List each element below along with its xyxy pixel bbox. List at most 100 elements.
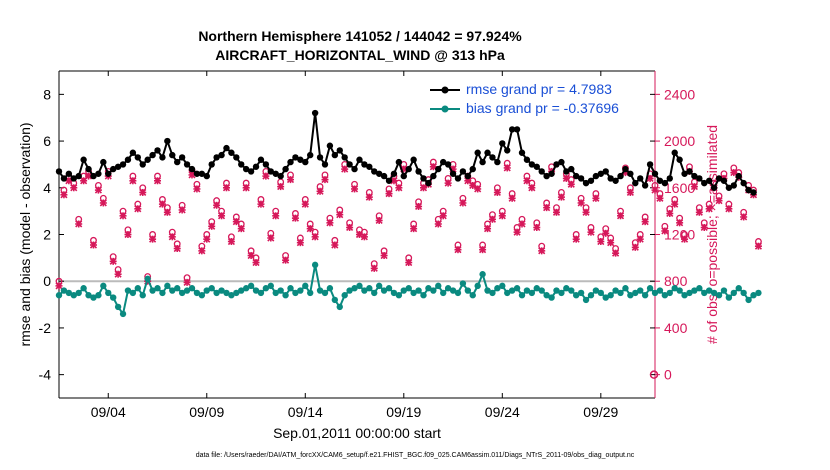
obs-assimilated-point	[213, 201, 221, 209]
y-left-tick-label: 2	[43, 227, 51, 243]
rmse-point	[302, 158, 309, 166]
bias-point	[513, 285, 521, 292]
obs-assimilated-point	[616, 212, 625, 220]
rmse-point	[233, 154, 240, 161]
bias-point	[582, 296, 590, 304]
obs-assimilated-point	[94, 186, 102, 194]
bias-point	[548, 294, 555, 301]
obs-assimilated-point	[390, 177, 398, 185]
obs-assimilated-point	[680, 235, 689, 243]
bias-point	[85, 292, 92, 299]
obs-assimilated-point	[483, 225, 492, 233]
bias-point	[651, 289, 659, 297]
rmse-point	[109, 165, 117, 173]
bias-point	[666, 289, 673, 297]
chart-legend: rmse grand pr = 4.7983 bias grand pr = -…	[426, 80, 644, 120]
obs-assimilated-point	[208, 222, 216, 230]
bias-point	[523, 287, 531, 294]
rmse-point	[420, 175, 427, 182]
obs-assimilated-point	[488, 215, 497, 223]
obs-assimilated-point	[444, 179, 452, 187]
obs-assimilated-point	[631, 243, 639, 251]
rmse-point	[80, 156, 87, 163]
bias-point	[385, 285, 393, 292]
bias-point	[400, 287, 407, 294]
bias-point	[90, 294, 97, 301]
obs-assimilated-point	[247, 251, 255, 260]
rmse-point	[213, 154, 220, 161]
obs-assimilated-point	[326, 219, 334, 227]
bias-point	[415, 287, 422, 294]
legend-bias-label: bias grand pr = -0.37696	[466, 100, 619, 116]
obs-assimilated-point	[602, 229, 610, 237]
obs-assimilated-point	[754, 242, 763, 250]
rmse-point	[282, 165, 289, 173]
bias-point	[233, 289, 240, 297]
bias-point	[632, 289, 639, 297]
bias-point	[262, 285, 270, 292]
rmse-point	[183, 161, 191, 168]
bias-point	[60, 287, 68, 294]
obs-assimilated-point	[671, 200, 679, 208]
bias-point	[95, 292, 102, 299]
obs-assimilated-point	[350, 185, 359, 193]
rmse-point	[439, 158, 447, 166]
rmse-point	[90, 172, 97, 180]
obs-assimilated-point	[193, 185, 201, 193]
obs-assimilated-point	[75, 220, 83, 228]
obs-assimilated-point	[119, 212, 127, 220]
rmse-point	[513, 126, 521, 133]
obs-assimilated-point	[651, 186, 659, 194]
rmse-point	[494, 158, 501, 166]
x-tick-label: 09/24	[485, 404, 520, 420]
obs-assimilated-point	[286, 176, 295, 184]
rmse-point	[745, 186, 752, 194]
obs-assimilated-point	[60, 191, 68, 199]
rmse-point	[725, 184, 733, 191]
bias-point	[602, 294, 609, 301]
bias-point	[242, 285, 250, 292]
obs-assimilated-point	[331, 241, 339, 249]
obs-assimilated-point	[173, 244, 181, 253]
rmse-point	[257, 156, 265, 163]
bias-point	[238, 287, 245, 294]
bias-point	[375, 282, 383, 290]
obs-assimilated-point	[562, 174, 570, 183]
obs-assimilated-point	[587, 228, 595, 236]
rmse-point	[316, 154, 324, 161]
obs-zero-marker	[649, 370, 659, 379]
rmse-point	[612, 177, 619, 184]
bias-point	[504, 289, 511, 297]
bias-point	[750, 292, 757, 299]
rmse-point	[449, 170, 457, 177]
obs-assimilated-point	[336, 211, 344, 219]
bias-point	[297, 287, 304, 294]
rmse-point	[228, 149, 235, 156]
obs-assimilated-point	[508, 194, 516, 202]
rmse-point	[701, 179, 708, 187]
legend-rmse-label: rmse grand pr = 4.7983	[466, 81, 612, 97]
obs-assimilated-point	[158, 200, 167, 208]
rmse-point	[508, 126, 516, 133]
obs-assimilated-point	[311, 233, 319, 241]
obs-assimilated-point	[385, 190, 393, 198]
obs-assimilated-point	[114, 270, 122, 278]
rmse-point	[577, 175, 585, 182]
bias-point	[494, 285, 501, 292]
obs-assimilated-point	[557, 193, 565, 201]
x-tick-label: 09/29	[583, 404, 618, 420]
rmse-point	[710, 184, 718, 191]
legend-rmse-swatch	[430, 86, 460, 94]
bias-point	[508, 287, 516, 294]
rmse-point	[597, 170, 605, 177]
rmse-point	[149, 151, 156, 159]
rmse-point	[632, 179, 639, 187]
bias-point	[725, 294, 733, 301]
bias-point	[577, 289, 585, 297]
rmse-point	[582, 179, 590, 187]
bias-point	[528, 289, 536, 297]
obs-assimilated-point	[301, 200, 309, 208]
y-right-tick-label: 800	[664, 273, 688, 289]
rmse-point	[523, 156, 531, 163]
rmse-point	[681, 170, 688, 177]
